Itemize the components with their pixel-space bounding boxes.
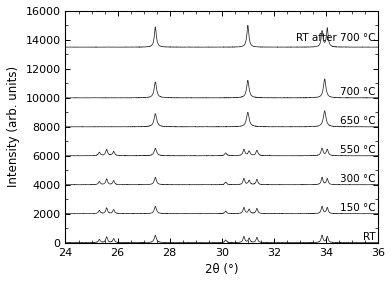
Text: 150 °C: 150 °C	[340, 203, 376, 213]
Text: 300 °C: 300 °C	[341, 173, 376, 184]
Text: 550 °C: 550 °C	[340, 145, 376, 155]
Text: RT after 700 °C: RT after 700 °C	[296, 33, 376, 43]
Text: 700 °C: 700 °C	[341, 87, 376, 97]
Text: RT: RT	[363, 232, 376, 242]
Text: 650 °C: 650 °C	[340, 116, 376, 126]
X-axis label: 2θ (°): 2θ (°)	[205, 263, 238, 276]
Y-axis label: Intensity (arb. units): Intensity (arb. units)	[7, 66, 20, 187]
